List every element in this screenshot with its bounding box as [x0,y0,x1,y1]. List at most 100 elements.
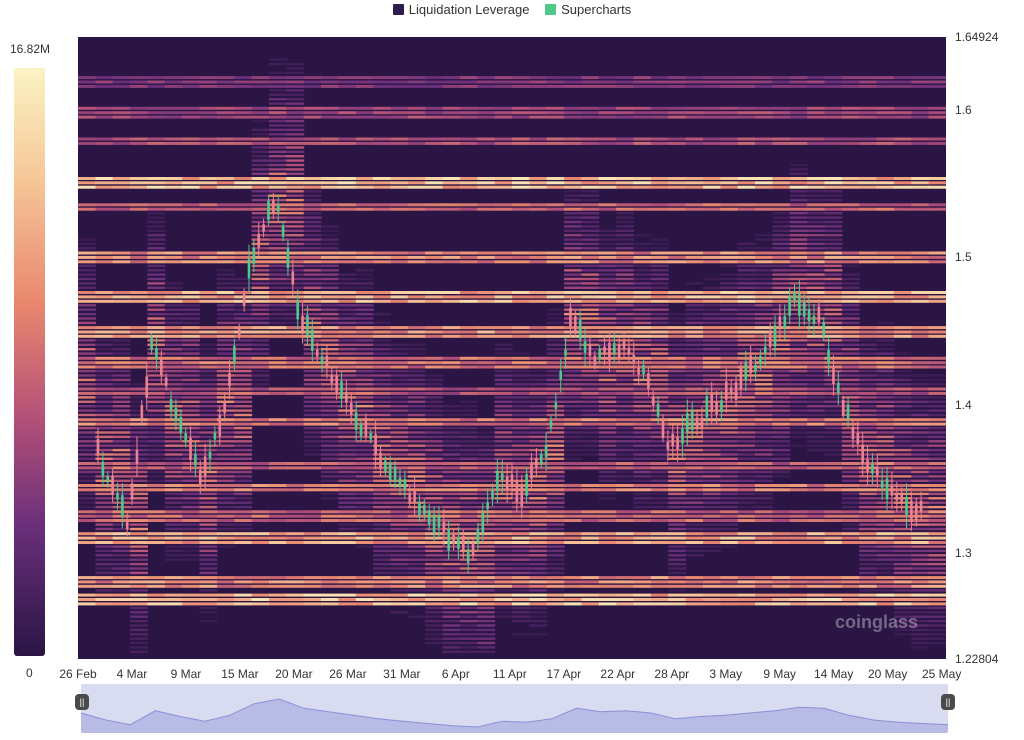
heatmap-cell [182,299,201,303]
heatmap-cell [703,435,721,439]
heatmap-cell [303,229,322,232]
heatmap-cell [338,413,357,417]
heatmap-cell [581,409,600,412]
heatmap-cell [650,308,669,311]
heatmap-cell [216,484,235,487]
heatmap-cell [633,405,652,408]
heatmap-cell [564,115,582,119]
heatmap-cell [199,378,218,382]
legend-item-liquidation-leverage[interactable]: Liquidation Leverage [392,2,530,17]
heatmap-cell [824,203,843,207]
heatmap-cell [477,611,496,614]
heatmap-cell [737,435,756,439]
heatmap-cell [859,523,878,526]
heatmap-cell [668,580,687,584]
heatmap-cell [546,317,565,320]
heatmap-cell [789,212,808,215]
heatmap-cell [616,216,635,219]
heatmap-cell [494,181,513,185]
heatmap-cell [893,484,912,487]
brush-left-handle[interactable]: || [75,694,89,710]
heatmap-cell [720,80,739,84]
heatmap-cell [512,295,530,299]
heatmap-cell [755,519,773,522]
heatmap-cell [286,124,305,127]
heatmap-cell [95,409,114,412]
heatmap-cell [650,409,669,412]
heatmap-cell [789,466,808,470]
heatmap-cell [234,602,253,606]
heatmap-cell [442,497,461,500]
heatmap-cell [355,137,374,141]
heatmap-cell [425,409,444,412]
heatmap-cell [893,440,912,443]
heatmap-cell [390,576,409,580]
heatmap-cell [442,255,461,259]
heatmap-cell [459,611,478,614]
heatmap-cell [303,106,322,110]
heatmap-cell [564,409,582,412]
heatmap-plot[interactable] [78,37,946,659]
heatmap-cell [286,251,305,255]
heatmap-cell [529,470,548,474]
heatmap-cell [355,501,374,504]
heatmap-cell [807,536,825,540]
heatmap-cell [477,633,496,636]
heatmap-cell [251,119,270,123]
heatmap-cell [581,378,600,382]
range-brush[interactable] [81,684,948,733]
heatmap-cell [407,541,426,544]
heatmap-cell [737,339,756,342]
heatmap-cell [407,374,426,377]
heatmap-cell [112,203,131,207]
heatmap-cell [755,365,773,369]
heatmap-cell [112,418,131,422]
heatmap-cell [251,282,270,285]
heatmap-cell [494,326,513,330]
heatmap-cell [373,510,391,514]
heatmap-cell [807,80,825,84]
heatmap-cell [199,348,218,351]
heatmap-cell [841,475,860,478]
heatmap-cell [338,431,357,434]
candle-body [491,489,494,500]
heatmap-cell [425,641,444,645]
heatmap-cell [633,330,652,334]
heatmap-cell [459,334,478,338]
heatmap-cell [373,584,391,588]
heatmap-cell [928,374,946,377]
heatmap-cell [841,580,860,584]
heatmap-cell [859,299,878,303]
candle-body [778,316,782,328]
heatmap-cell [112,549,131,553]
heatmap-cell [564,326,582,330]
heatmap-cell [164,497,183,500]
brush-right-handle[interactable]: || [941,694,955,710]
heatmap-cell [251,299,270,303]
heatmap-cell [529,492,548,496]
heatmap-cell [807,444,825,447]
heatmap-cell [824,321,843,325]
heatmap-cell [164,352,183,355]
heatmap-cell [355,321,374,325]
heatmap-cell [286,76,305,80]
heatmap-cell [876,141,895,145]
heatmap-cell [512,619,530,623]
heatmap-cell [668,584,687,588]
heatmap-cell [182,400,201,403]
heatmap-cell [755,137,773,141]
heatmap-cell [512,185,530,189]
candle-body [851,427,855,440]
heatmap-cell [182,348,201,351]
heatmap-cell [755,299,773,303]
heatmap-cell [859,589,878,592]
heatmap-cell [338,291,357,294]
heatmap-cell [459,602,478,606]
heatmap-cell [737,475,756,478]
heatmap-cell [668,312,687,316]
x-tick-label: 3 May [709,667,743,681]
heatmap-cell [130,545,148,548]
heatmap-cell [477,536,496,540]
heatmap-cell [546,426,565,430]
legend-item-supercharts[interactable]: Supercharts [545,2,631,17]
